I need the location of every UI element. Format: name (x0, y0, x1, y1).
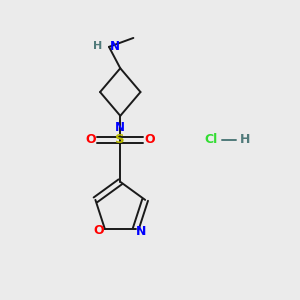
Text: O: O (85, 133, 96, 146)
Text: Cl: Cl (204, 133, 218, 146)
Text: H: H (93, 41, 102, 51)
Text: O: O (145, 133, 155, 146)
Text: S: S (116, 133, 125, 146)
Text: N: N (110, 40, 120, 53)
Text: N: N (136, 225, 146, 238)
Text: H: H (240, 133, 250, 146)
Text: O: O (93, 224, 104, 237)
Text: N: N (115, 121, 125, 134)
